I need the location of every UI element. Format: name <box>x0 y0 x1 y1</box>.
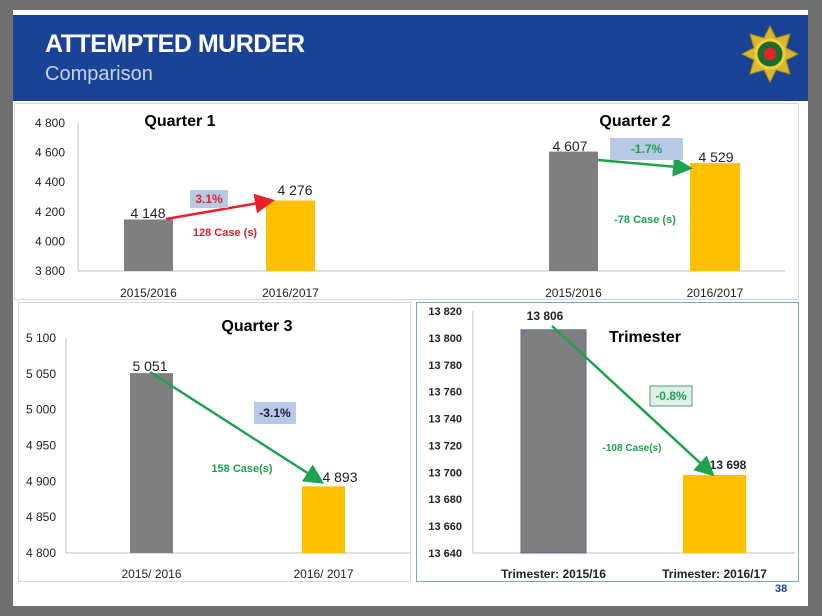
data-label: 5 051 <box>132 358 167 374</box>
percent-change-box <box>610 138 683 160</box>
y-tick-label: 5 000 <box>26 403 56 417</box>
x-category-label: 2016/2017 <box>262 286 319 300</box>
data-label: 4 276 <box>277 182 312 198</box>
percent-change-label: -3.1% <box>259 406 291 420</box>
y-tick-label: 13 680 <box>428 494 462 506</box>
percent-change-box <box>254 402 296 424</box>
bar-2015-2016 <box>549 151 598 271</box>
case-change-label: 158 Case(s) <box>211 463 272 475</box>
trimester-panel <box>416 302 799 582</box>
y-tick-label: 4 600 <box>35 146 65 160</box>
y-tick-label: 13 720 <box>428 440 462 452</box>
slide-title: ATTEMPTED MURDER <box>45 30 305 58</box>
change-arrow <box>165 193 275 221</box>
percent-change-box <box>190 190 228 208</box>
change-arrow <box>551 325 715 477</box>
data-label: 13 806 <box>527 309 564 323</box>
bar-2015-2016 <box>130 373 173 553</box>
slide-subtitle: Comparison <box>45 63 153 85</box>
chart-title: Quarter 2 <box>599 113 670 130</box>
y-tick-label: 5 050 <box>26 367 56 381</box>
change-arrow <box>597 156 693 177</box>
slide-header <box>13 15 808 101</box>
data-label: 13 698 <box>710 458 747 472</box>
data-label: 4 607 <box>552 138 587 154</box>
case-change-label: 128 Case (s) <box>193 227 258 239</box>
x-category-label: 2016/ 2017 <box>293 567 353 581</box>
change-arrow <box>149 370 325 484</box>
x-category-label: 2015/2016 <box>120 286 177 300</box>
y-tick-label: 13 820 <box>428 306 462 318</box>
y-tick-label: 13 740 <box>428 414 462 426</box>
percent-change-label: -0.8% <box>655 389 687 403</box>
case-change-label: -78 Case (s) <box>614 214 676 226</box>
y-tick-label: 13 660 <box>428 521 462 533</box>
percent-change-box <box>649 385 693 407</box>
bar-2016-2017 <box>690 163 740 271</box>
percent-change-label: 3.1% <box>195 192 223 206</box>
bar-2016-2017 <box>302 486 345 553</box>
chart-title: Trimester <box>609 329 681 346</box>
x-category-label: 2016/2017 <box>687 286 744 300</box>
page-number: 38 <box>775 583 788 595</box>
percent-change-label: -1.7% <box>631 142 663 156</box>
y-tick-label: 4 800 <box>35 116 65 130</box>
quarter-1-2-panel <box>14 103 799 300</box>
y-tick-label: 4 950 <box>26 439 56 453</box>
bar-2015-2016 <box>124 219 173 271</box>
y-tick-label: 13 760 <box>428 387 462 399</box>
quarter-3-panel <box>18 302 411 582</box>
y-tick-label: 4 000 <box>35 234 65 248</box>
y-tick-label: 13 780 <box>428 360 462 372</box>
y-tick-label: 4 850 <box>26 510 56 524</box>
y-tick-label: 4 800 <box>26 546 56 560</box>
x-category-label: Trimester: 2016/17 <box>662 567 767 581</box>
x-category-label: Trimester: 2015/16 <box>501 567 606 581</box>
y-tick-label: 4 900 <box>26 474 56 488</box>
case-change-label: -108 Case(s) <box>603 443 662 454</box>
bar-Trimester-2016-17 <box>683 475 746 553</box>
data-label: 4 148 <box>130 205 165 221</box>
x-category-label: 2015/2016 <box>545 286 602 300</box>
y-tick-label: 13 800 <box>428 333 462 345</box>
y-tick-label: 3 800 <box>35 264 65 278</box>
x-category-label: 2015/ 2016 <box>121 567 181 581</box>
chart-title: Quarter 3 <box>221 318 292 335</box>
y-tick-label: 4 400 <box>35 175 65 189</box>
data-label: 4 529 <box>698 149 733 165</box>
y-tick-label: 4 200 <box>35 205 65 219</box>
saps-star-badge-icon <box>740 24 800 84</box>
y-tick-label: 13 700 <box>428 467 462 479</box>
data-label: 4 893 <box>322 469 357 485</box>
bar-2016-2017 <box>266 200 315 271</box>
bar-Trimester-2015-16 <box>520 329 587 554</box>
y-tick-label: 13 640 <box>428 548 462 560</box>
chart-title: Quarter 1 <box>144 113 215 130</box>
y-tick-label: 5 100 <box>26 331 56 345</box>
